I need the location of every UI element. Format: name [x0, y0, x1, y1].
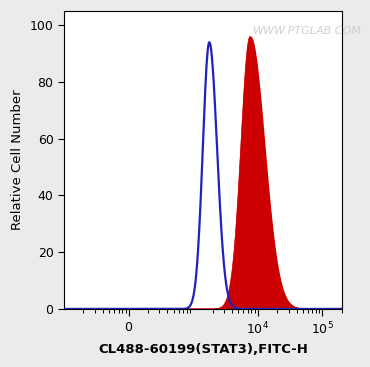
Y-axis label: Relative Cell Number: Relative Cell Number: [11, 90, 24, 230]
Text: WWW.PTGLAB.COM: WWW.PTGLAB.COM: [253, 26, 362, 36]
X-axis label: CL488-60199(STAT3),FITC-H: CL488-60199(STAT3),FITC-H: [98, 343, 308, 356]
